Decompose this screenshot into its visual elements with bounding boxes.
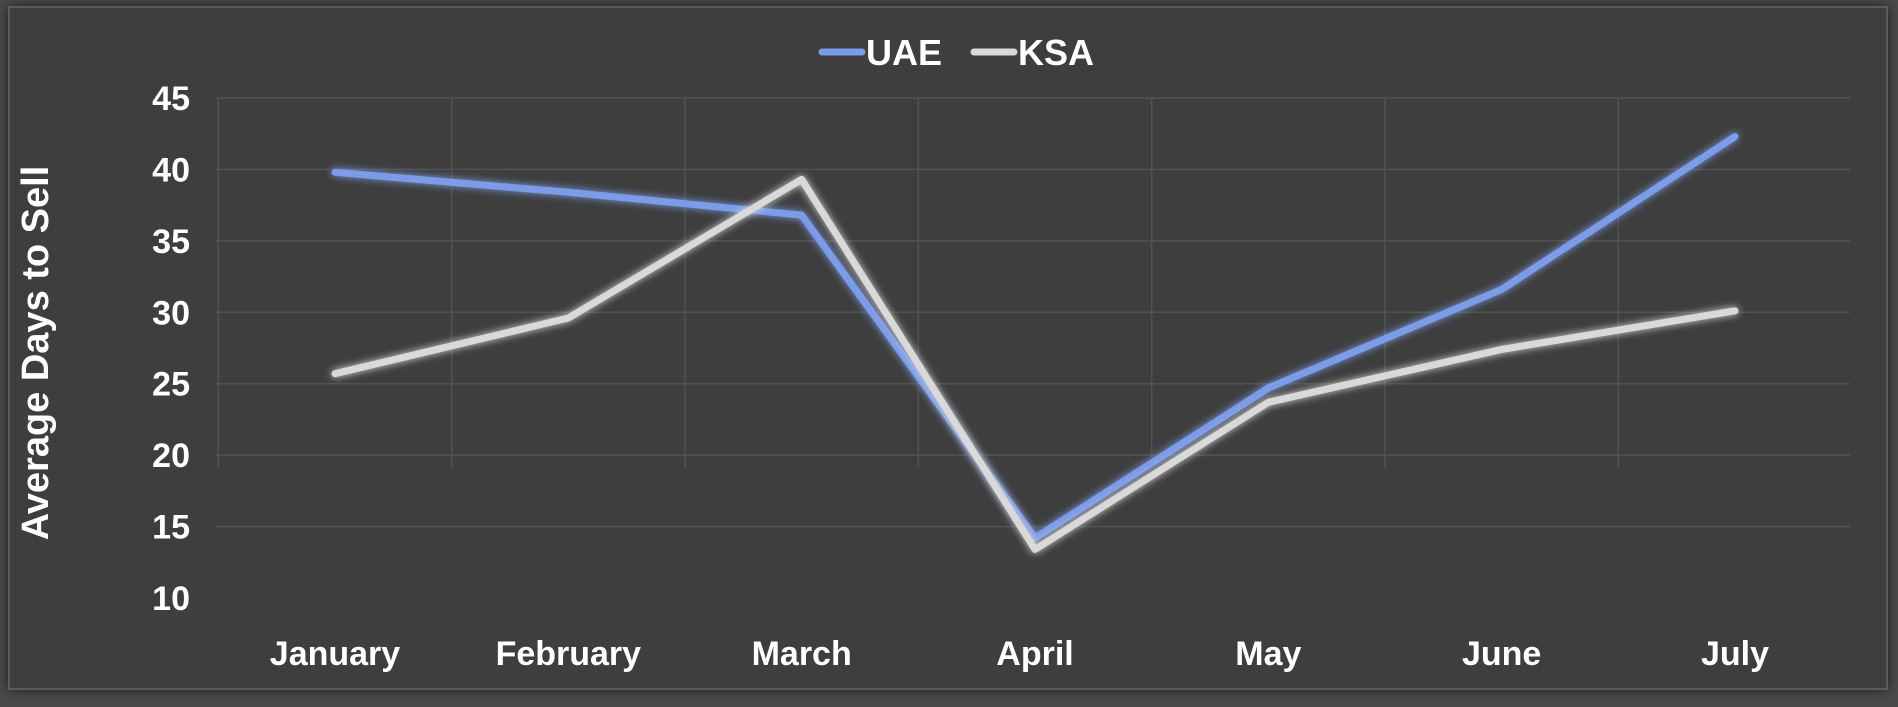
- data-point-uae: [332, 169, 338, 176]
- data-point-ksa: [1732, 307, 1738, 314]
- data-point-uae: [1732, 133, 1738, 140]
- series-lines: [331, 133, 1739, 553]
- y-tick-label: 20: [152, 437, 190, 475]
- x-tick-label: April: [996, 635, 1073, 673]
- legend-label-ksa: KSA: [1018, 32, 1094, 73]
- series-line-uae: [331, 133, 1739, 542]
- y-axis-title: Average Days to Sell: [15, 166, 57, 541]
- y-tick-label: 30: [152, 294, 190, 332]
- chart-frame: 45 40 35 30 25 20 15 10 January February March Apr…: [8, 6, 1888, 690]
- data-point-uae: [1498, 286, 1505, 293]
- data-point-uae: [798, 212, 805, 219]
- y-tick-label: 35: [152, 223, 190, 261]
- data-point-uae: [565, 189, 572, 196]
- x-axis-ticks: January February March April May June July: [270, 635, 1769, 673]
- data-point-ksa: [1032, 546, 1038, 553]
- x-tick-label: June: [1462, 635, 1541, 673]
- data-point-ksa: [1265, 399, 1272, 406]
- data-point-ksa: [1498, 346, 1505, 353]
- data-point-ksa: [798, 176, 805, 183]
- data-point-uae: [1032, 535, 1038, 541]
- legend-label-uae: UAE: [866, 32, 942, 73]
- grid-lines: [215, 97, 1850, 528]
- data-point-ksa: [565, 315, 572, 321]
- x-tick-label: January: [270, 635, 400, 673]
- x-tick-label: July: [1701, 635, 1769, 673]
- y-tick-label: 40: [152, 151, 190, 189]
- data-point-ksa: [332, 370, 338, 377]
- legend: UAE KSA: [818, 32, 1094, 73]
- x-tick-label: May: [1235, 635, 1301, 673]
- y-tick-label: 25: [152, 366, 190, 404]
- y-tick-label: 15: [152, 509, 190, 547]
- x-tick-label: March: [752, 635, 852, 673]
- y-tick-label: 45: [152, 80, 190, 118]
- x-tick-label: February: [496, 635, 642, 673]
- line-chart: 45 40 35 30 25 20 15 10 January February March Apr…: [15, 32, 1850, 673]
- data-point-uae: [1265, 385, 1272, 391]
- y-axis-ticks: 45 40 35 30 25 20 15 10: [152, 80, 190, 618]
- series-line-ksa: [331, 175, 1739, 553]
- y-tick-label: 10: [152, 580, 190, 618]
